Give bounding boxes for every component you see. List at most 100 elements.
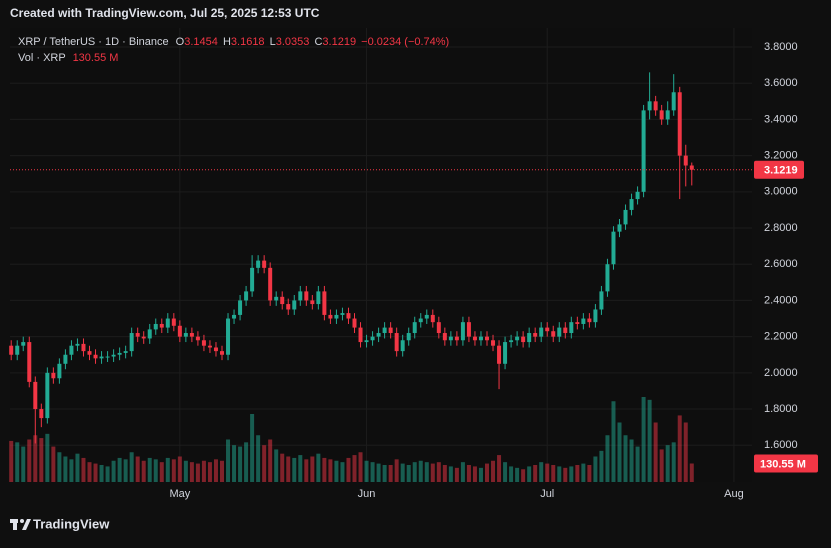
volume-bar <box>491 460 496 482</box>
volume-bar <box>39 438 44 482</box>
candle-body <box>376 333 381 337</box>
candle-body <box>256 260 261 268</box>
candle-body <box>593 309 598 323</box>
legend-change: −0.0234 <box>361 36 401 48</box>
volume-bar <box>418 460 423 482</box>
legend-close: 3.1219 <box>322 36 356 48</box>
volume-bar <box>232 445 237 482</box>
candle-body <box>527 333 532 343</box>
volume-bar <box>575 465 580 482</box>
volume-bar <box>201 460 206 482</box>
candle-body <box>346 313 351 319</box>
x-tick-label: Aug <box>724 488 744 500</box>
plot-area <box>10 28 752 482</box>
volume-bar <box>358 452 363 482</box>
volume-bar <box>352 455 357 482</box>
candle-body <box>641 110 646 192</box>
volume-bar <box>111 460 116 482</box>
volume-bar <box>51 446 56 482</box>
y-tick-label: 2.4000 <box>764 294 798 306</box>
volume-bar <box>406 465 411 482</box>
volume-bar <box>244 442 249 482</box>
candle-body <box>689 165 694 170</box>
candle-body <box>171 318 176 326</box>
y-tick-label: 3.0000 <box>764 186 798 198</box>
candle-body <box>412 322 417 334</box>
volume-bar <box>21 446 26 482</box>
candle-body <box>328 314 333 319</box>
y-tick-label: 3.6000 <box>764 77 798 89</box>
volume-bar <box>165 457 170 482</box>
volume-bar <box>388 465 393 482</box>
candle-body <box>653 101 658 111</box>
volume-bar <box>207 462 212 482</box>
volume-bar <box>430 463 435 482</box>
candle-body <box>207 345 212 348</box>
volume-bar <box>75 453 80 482</box>
grid <box>10 28 752 482</box>
volume-bar <box>539 462 544 482</box>
volume-bar <box>226 439 231 482</box>
candle-body <box>63 354 68 364</box>
candle-body <box>165 318 170 328</box>
candle-body <box>9 345 14 355</box>
candle-body <box>551 331 556 337</box>
volume-bar <box>15 442 20 482</box>
candle-body <box>617 224 622 232</box>
volume-bar <box>611 401 616 482</box>
volume-label-box <box>754 454 818 473</box>
legend-key: L <box>270 36 276 48</box>
volume-bar <box>286 456 291 482</box>
candle-body <box>370 336 375 341</box>
candle-body <box>129 333 134 352</box>
candle-body <box>45 372 50 419</box>
candle-body <box>286 304 291 310</box>
volume-bar <box>665 445 670 482</box>
candle-body <box>575 322 580 324</box>
candle-body <box>605 264 610 292</box>
volume-bar <box>346 457 351 482</box>
volume-bar <box>671 442 676 482</box>
candle-body <box>39 409 44 419</box>
volume-bar <box>81 457 86 482</box>
volume-bar <box>147 457 152 482</box>
y-tick-label: 1.8000 <box>764 403 798 415</box>
candle-body <box>539 327 544 337</box>
volume-bar <box>557 466 562 482</box>
volume-bar <box>424 462 429 482</box>
volume-layer <box>9 397 694 482</box>
volume-bar <box>551 465 556 482</box>
candle-body <box>69 345 74 355</box>
candle-body <box>466 322 471 337</box>
y-tick-label: 2.6000 <box>764 258 798 270</box>
candle-body <box>15 345 20 355</box>
candle-body <box>244 291 249 301</box>
volume-bar <box>599 450 604 482</box>
candle-body <box>569 322 574 334</box>
candle-body <box>232 314 237 319</box>
volume-bar <box>659 449 664 482</box>
candle-body <box>563 327 568 334</box>
volume-bar <box>57 452 62 482</box>
volume-bar <box>509 466 514 482</box>
volume-bar <box>448 466 453 482</box>
candle-body <box>388 327 393 334</box>
candle-body <box>262 260 267 268</box>
candle-body <box>478 336 483 341</box>
y-tick-label: 2.2000 <box>764 331 798 343</box>
y-tick-label: 1.6000 <box>764 439 798 451</box>
candle-body <box>424 314 429 319</box>
candle-body <box>394 333 399 352</box>
volume-bar <box>647 399 652 482</box>
candle-body <box>87 351 92 355</box>
candle-body <box>436 322 441 334</box>
candle-body <box>135 333 140 337</box>
volume-bar <box>280 453 285 482</box>
candle-body <box>581 318 586 324</box>
candle-body <box>545 327 550 332</box>
candle-body <box>382 327 387 334</box>
y-tick-label: 3.2000 <box>764 150 798 162</box>
volume-bar <box>256 435 261 482</box>
candle-body <box>117 352 122 355</box>
